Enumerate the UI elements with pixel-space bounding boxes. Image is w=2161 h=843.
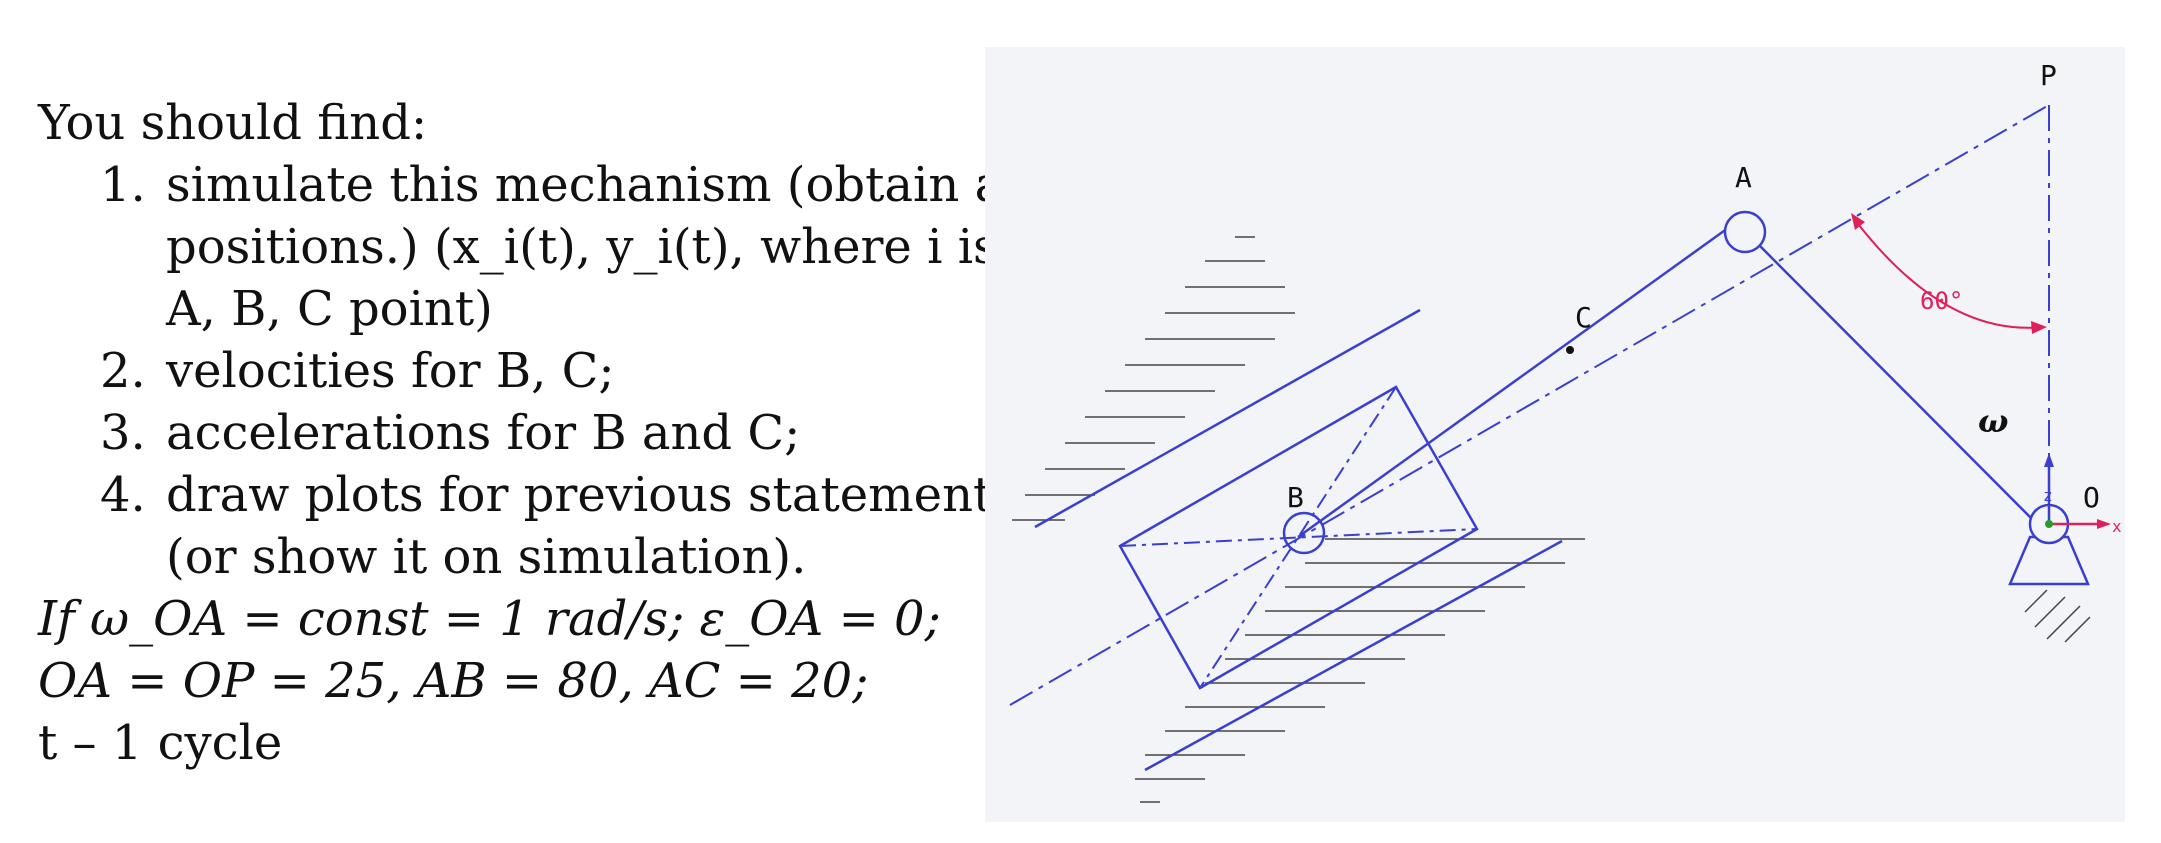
label-omega: ω — [1978, 402, 2008, 440]
label-axis-x: x — [2112, 517, 2122, 536]
ground-hatch-upper — [1012, 236, 1295, 521]
label-axis-z: z — [2043, 486, 2053, 505]
point-c — [1566, 346, 1574, 354]
label-a: A — [1735, 161, 1752, 194]
slider-axis-centerline — [1009, 104, 2050, 706]
axis-arrows — [2044, 453, 2111, 529]
lower-guide-rail — [1144, 539, 1563, 772]
crank-oa — [1752, 238, 2036, 523]
condition-lengths: OA = OP = 25, AB = 80, AC = 20; — [38, 653, 869, 709]
task-line: positions.) (x_i(t), y_i(t), where i is — [166, 219, 998, 275]
task-line: (or show it on simulation). — [166, 529, 807, 585]
task-item-1: 1. simulate this mechanism (obtain all p… — [38, 154, 1034, 340]
task-line: draw plots for previous statements — [166, 467, 1017, 523]
task-number: 4. — [100, 467, 146, 523]
label-p: P — [2040, 59, 2057, 92]
task-line: simulate this mechanism (obtain all — [166, 157, 1034, 213]
slider-diagonals — [1119, 386, 1478, 689]
condition-time: t – 1 cycle — [38, 715, 283, 771]
label-o: O — [2083, 481, 2100, 514]
link-ab — [1297, 221, 1736, 539]
label-c: C — [1575, 301, 1592, 334]
problem-intro: You should find: — [38, 95, 428, 151]
fixed-support-o — [2008, 503, 2091, 643]
angle-arrow-left — [1851, 213, 1865, 230]
task-line: accelerations for B and C; — [166, 405, 801, 461]
upper-guide-rail — [1034, 308, 1421, 529]
ground-hatch-lower — [1135, 538, 1585, 803]
task-number: 2. — [100, 343, 146, 399]
task-item-2: 2. velocities for B, C; — [38, 340, 998, 402]
task-number: 3. — [100, 405, 146, 461]
task-item-3: 3. accelerations for B and C; — [38, 402, 998, 464]
angle-arrow-right — [2031, 321, 2047, 334]
angle-arc — [1854, 219, 2044, 329]
label-b: B — [1287, 481, 1304, 514]
task-line: velocities for B, C; — [166, 343, 615, 399]
condition-omega: If ω_OA = const = 1 rad/s; ε_OA = 0; — [38, 591, 941, 647]
label-angle: 60° — [1920, 287, 1963, 315]
joint-a — [1723, 210, 1767, 254]
task-number: 1. — [100, 157, 146, 213]
mechanism-diagram: P A C B O ω 60° z x — [985, 47, 2125, 822]
joint-b — [1282, 511, 1326, 555]
task-item-4: 4. draw plots for previous statements (o… — [38, 464, 1017, 588]
problem-statement: You should find: 1. simulate this mechan… — [38, 92, 1034, 774]
task-line: A, B, C point) — [166, 281, 493, 337]
